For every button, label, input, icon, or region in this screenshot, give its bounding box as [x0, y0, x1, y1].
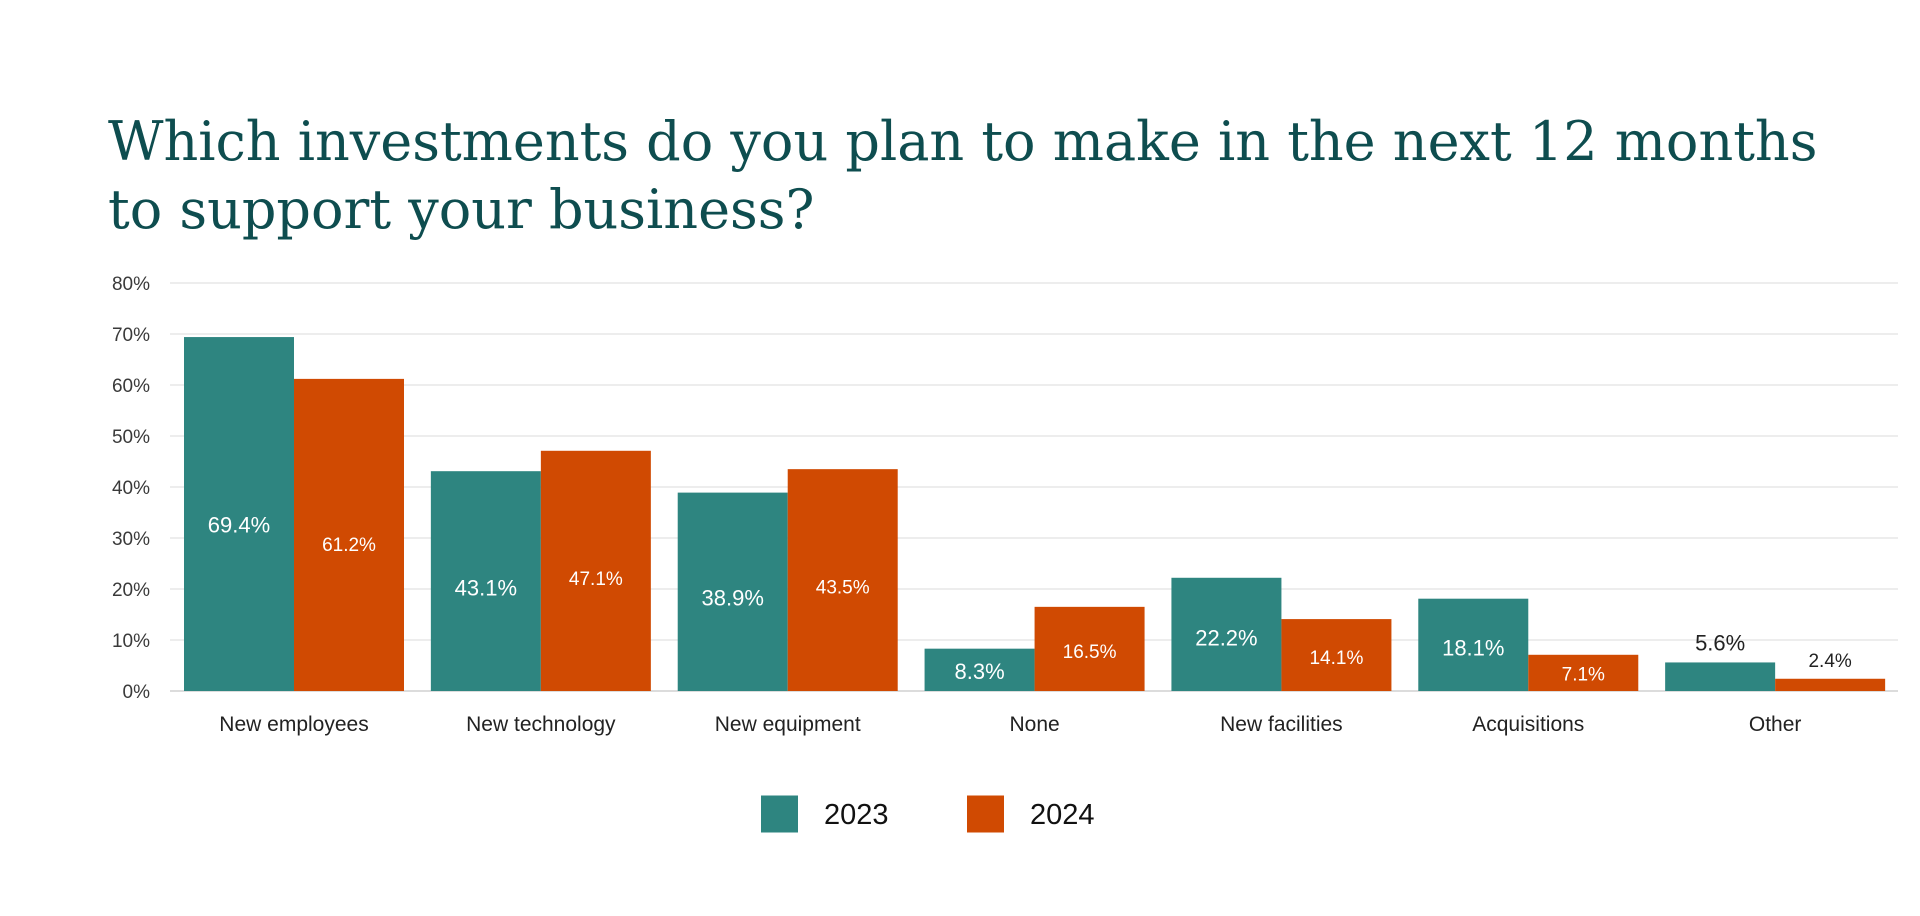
data-label: 8.3%	[954, 659, 1004, 684]
data-label: 18.1%	[1442, 635, 1504, 660]
bar-2024-new-equipment	[787, 469, 898, 691]
category-label: None	[1009, 713, 1059, 736]
category-label: New facilities	[1220, 713, 1343, 736]
bar-2023-none	[924, 648, 1035, 691]
bar-2024-none	[1034, 606, 1145, 691]
data-label: 61.2%	[322, 535, 376, 556]
data-label: 47.1%	[569, 569, 623, 590]
bar-2023-acquisitions	[1418, 598, 1529, 691]
bar-2023-new-employees	[184, 337, 294, 691]
category-label: Acquisitions	[1472, 713, 1584, 736]
y-tick-label: 20%	[112, 580, 150, 601]
y-tick-label: 80%	[112, 274, 150, 295]
data-label: 14.1%	[1309, 648, 1363, 669]
category-label: New employees	[219, 713, 368, 736]
data-label: 22.2%	[1195, 625, 1257, 650]
category-label: New equipment	[715, 713, 861, 736]
bar-2024-other	[1775, 678, 1886, 691]
chart-title-line-1: Which investments do you plan to make in…	[108, 110, 1818, 173]
bar-2024-new-facilities	[1281, 619, 1392, 691]
y-tick-label: 0%	[123, 682, 151, 703]
legend-label-2023: 2023	[824, 799, 889, 831]
y-tick-label: 50%	[112, 427, 150, 448]
bar-2024-new-employees	[294, 378, 404, 691]
bar-2023-new-equipment	[677, 492, 788, 691]
data-label: 69.4%	[208, 512, 270, 537]
y-tick-label: 60%	[112, 376, 150, 397]
data-label: 5.6%	[1695, 630, 1745, 655]
bar-2023-new-technology	[430, 471, 541, 691]
bar-2024-acquisitions	[1528, 654, 1639, 691]
data-label: 16.5%	[1063, 642, 1117, 663]
bar-2023-new-facilities	[1171, 577, 1282, 691]
legend-swatch-2023	[761, 795, 798, 833]
data-label: 38.9%	[702, 585, 764, 610]
data-label: 43.1%	[455, 575, 517, 600]
legend-swatch-2024	[967, 795, 1004, 833]
bar-2023-other	[1665, 662, 1776, 691]
legend-label-2024: 2024	[1030, 799, 1095, 831]
category-label: New technology	[466, 713, 616, 736]
y-tick-label: 70%	[112, 325, 150, 346]
y-tick-label: 30%	[112, 529, 150, 550]
data-label: 2.4%	[1808, 651, 1851, 672]
data-label: 7.1%	[1562, 665, 1605, 686]
y-tick-label: 40%	[112, 478, 150, 499]
y-tick-label: 10%	[112, 631, 150, 652]
data-label: 43.5%	[816, 577, 870, 598]
bar-2024-new-technology	[540, 450, 651, 691]
category-label: Other	[1749, 713, 1802, 736]
chart-title-line-2: to support your business?	[108, 178, 815, 241]
chart-title: Which investments do you plan to make in…	[108, 108, 1858, 244]
